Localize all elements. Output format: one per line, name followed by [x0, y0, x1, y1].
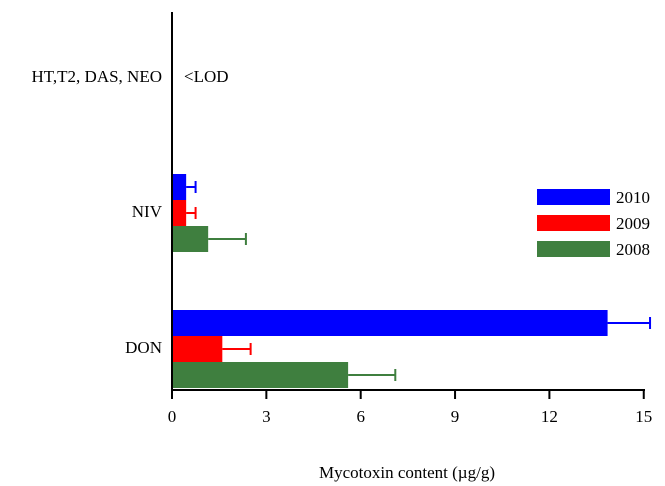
annotation-lod: <LOD: [184, 67, 229, 86]
x-axis-label: Mycotoxin content (µg/g): [319, 463, 495, 482]
x-tick-label-3: 3: [262, 407, 271, 426]
bar-don-2010: [172, 310, 608, 336]
category-label-ht-t2-das-neo: HT,T2, DAS, NEO: [32, 67, 162, 86]
bar-don-2008: [172, 362, 349, 388]
error-bars-layer: [186, 181, 652, 381]
bar-niv-2009: [172, 200, 187, 226]
bar-niv-2008: [172, 226, 209, 252]
legend-label-2010: 2010: [616, 188, 650, 207]
x-tick-label-9: 9: [451, 407, 460, 426]
bar-don-2009: [172, 336, 223, 362]
bars-layer: [172, 174, 608, 388]
annotations: <LOD: [184, 67, 229, 86]
x-tick-label-6: 6: [356, 407, 365, 426]
category-label-niv: NIV: [132, 202, 163, 221]
legend-swatch-2008: [537, 241, 610, 257]
category-labels: HT,T2, DAS, NEO NIV DON: [32, 67, 163, 357]
legend-label-2009: 2009: [616, 214, 650, 233]
x-tick-label-12: 12: [541, 407, 558, 426]
category-label-don: DON: [125, 338, 162, 357]
legend: 2010 2009 2008: [537, 188, 650, 259]
x-tick-label-0: 0: [168, 407, 177, 426]
x-ticks: 0 3 6 9 12 15: [168, 390, 652, 426]
legend-label-2008: 2008: [616, 240, 650, 259]
legend-swatch-2010: [537, 189, 610, 205]
x-tick-label-15: 15: [635, 407, 652, 426]
legend-swatch-2009: [537, 215, 610, 231]
bar-niv-2010: [172, 174, 187, 200]
